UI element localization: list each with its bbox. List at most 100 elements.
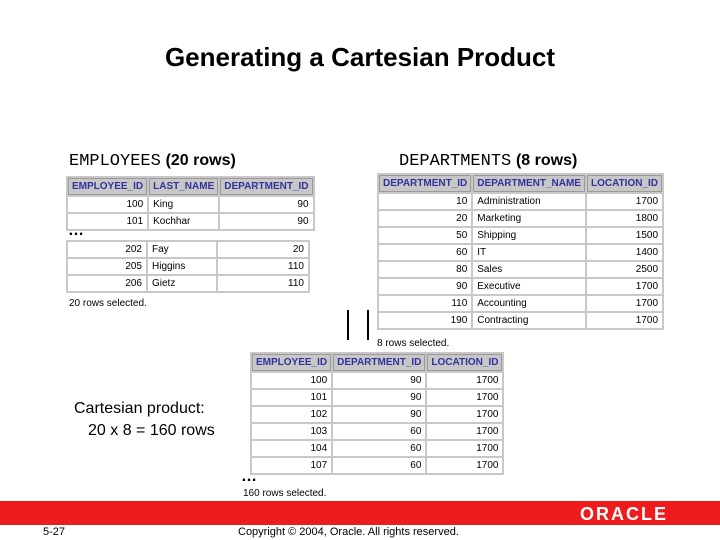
employees-cell: 202 (68, 242, 146, 257)
oracle-logo: ORACLE (580, 504, 668, 524)
departments-table: DEPARTMENT_ID DEPARTMENT_NAME LOCATION_ID … (377, 173, 665, 330)
employees-ellipsis: … (68, 222, 85, 239)
departments-row: 110 Accounting 1700 (379, 296, 663, 311)
departments-cell: 10 (379, 194, 472, 209)
employees-row: 205 Higgins 110 (68, 259, 308, 274)
product-column-header: EMPLOYEE_ID (252, 354, 332, 371)
employees-row: 206 Gietz 110 (68, 276, 308, 291)
employees-row: 101 Kochhar 90 (68, 214, 313, 229)
departments-cell: Contracting (473, 313, 585, 328)
cartesian-note-line2: 20 x 8 = 160 rows (88, 422, 215, 439)
departments-row: 60 IT 1400 (379, 245, 663, 260)
product-cell: 104 (252, 441, 332, 456)
employees-table-bottom: 202 Fay 20 205 Higgins 110 206 Gietz 110 (66, 240, 310, 293)
employees-row: 202 Fay 20 (68, 242, 308, 257)
departments-cell: Marketing (473, 211, 585, 226)
departments-cell: Executive (473, 279, 585, 294)
product-cell: 60 (333, 424, 426, 439)
product-row: 107 60 1700 (252, 458, 503, 473)
departments-label: DEPARTMENTS (8 rows) (399, 150, 577, 171)
employees-footer: 20 rows selected. (69, 298, 147, 309)
departments-footer: 8 rows selected. (377, 338, 450, 349)
product-column-header: LOCATION_ID (427, 354, 503, 371)
cartesian-note-line1: Cartesian product: (74, 400, 205, 417)
employees-table-name: EMPLOYEES (69, 152, 161, 171)
employees-cell: 206 (68, 276, 146, 291)
departments-cell: Administration (473, 194, 585, 209)
departments-row: 190 Contracting 1700 (379, 313, 663, 328)
employees-column-header: DEPARTMENT_ID (220, 178, 313, 195)
product-cell: 1700 (427, 424, 503, 439)
departments-cell: Sales (473, 262, 585, 277)
departments-cell: 1700 (586, 296, 663, 311)
employees-cell: 20 (218, 242, 308, 257)
departments-row: 10 Administration 1700 (379, 194, 663, 209)
employees-cell: King (149, 197, 219, 212)
employees-column-header: LAST_NAME (149, 178, 219, 195)
product-cell: 90 (333, 407, 426, 422)
product-ellipsis: … (241, 468, 258, 485)
departments-cell: Accounting (473, 296, 585, 311)
footer-accent-bar (0, 501, 720, 525)
product-footer: 160 rows selected. (243, 488, 327, 499)
product-row: 104 60 1700 (252, 441, 503, 456)
employees-table-top: EMPLOYEE_ID LAST_NAME DEPARTMENT_ID 100 Kin… (66, 176, 315, 231)
departments-row: 50 Shipping 1500 (379, 228, 663, 243)
employees-cell: 205 (68, 259, 146, 274)
departments-row: 90 Executive 1700 (379, 279, 663, 294)
departments-cell: IT (473, 245, 585, 260)
employees-row-count: (20 rows) (165, 152, 236, 169)
departments-cell: 50 (379, 228, 472, 243)
departments-cell: 90 (379, 279, 472, 294)
product-cell: 1700 (427, 373, 503, 388)
departments-column-header: LOCATION_ID (586, 175, 663, 192)
product-cell: 107 (252, 458, 332, 473)
product-cell: 1700 (427, 458, 503, 473)
departments-cell: Shipping (473, 228, 585, 243)
product-column-header: DEPARTMENT_ID (333, 354, 426, 371)
departments-row: 80 Sales 2500 (379, 262, 663, 277)
departments-cell: 1800 (586, 211, 663, 226)
departments-column-header: DEPARTMENT_ID (379, 175, 472, 192)
product-row: 100 90 1700 (252, 373, 503, 388)
product-row: 103 60 1700 (252, 424, 503, 439)
employees-cell: 90 (220, 197, 313, 212)
product-cell: 60 (333, 441, 426, 456)
employees-cell: 90 (220, 214, 313, 229)
employees-cell: Gietz (148, 276, 216, 291)
product-cell: 101 (252, 390, 332, 405)
employees-row: 100 King 90 (68, 197, 313, 212)
employees-cell: 110 (218, 259, 308, 274)
departments-row: 20 Marketing 1800 (379, 211, 663, 226)
employees-cell: Kochhar (149, 214, 219, 229)
product-cell: 90 (333, 373, 426, 388)
departments-column-header: DEPARTMENT_NAME (473, 175, 585, 192)
departments-cell: 20 (379, 211, 472, 226)
departments-row-count: (8 rows) (515, 152, 578, 169)
employees-cell: Fay (148, 242, 216, 257)
employees-cell: Higgins (148, 259, 216, 274)
product-cell: 1700 (427, 407, 503, 422)
product-cell: 60 (333, 458, 426, 473)
product-row: 101 90 1700 (252, 390, 503, 405)
departments-cell: 110 (379, 296, 472, 311)
slide-title: Generating a Cartesian Product (164, 42, 556, 72)
connector-line-left (347, 310, 349, 340)
departments-cell: 1700 (586, 313, 663, 328)
employees-column-header: EMPLOYEE_ID (68, 178, 148, 195)
employees-cell: 101 (68, 214, 148, 229)
cartesian-product-table: EMPLOYEE_ID DEPARTMENT_ID LOCATION_ID 100 9… (250, 352, 505, 475)
employees-cell: 110 (218, 276, 308, 291)
product-cell: 100 (252, 373, 332, 388)
departments-cell: 80 (379, 262, 472, 277)
product-cell: 103 (252, 424, 332, 439)
product-cell: 102 (252, 407, 332, 422)
departments-cell: 190 (379, 313, 472, 328)
product-row: 102 90 1700 (252, 407, 503, 422)
departments-cell: 60 (379, 245, 472, 260)
departments-cell: 1400 (586, 245, 663, 260)
departments-cell: 1700 (586, 279, 663, 294)
product-cell: 1700 (427, 390, 503, 405)
departments-cell: 1500 (586, 228, 663, 243)
slide-number: 5-27 (43, 526, 66, 538)
